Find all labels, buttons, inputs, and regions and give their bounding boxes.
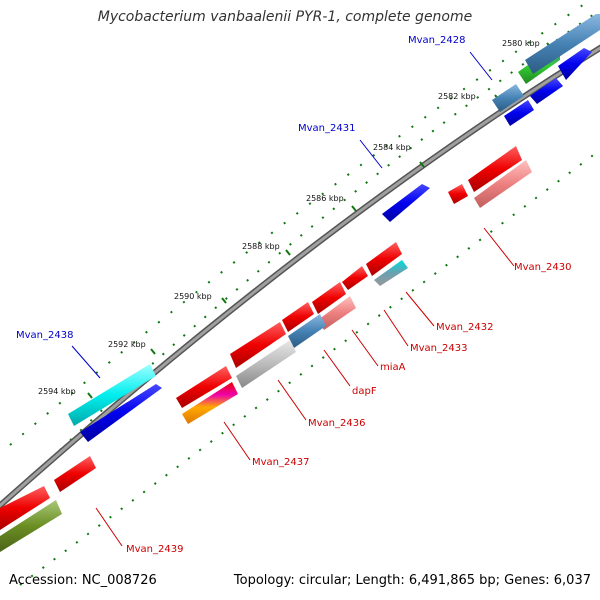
gene-label-mvan-2431[interactable]: Mvan_2431 bbox=[298, 123, 355, 134]
feature-arrow[interactable] bbox=[530, 78, 563, 104]
gene-label-mvan-2439[interactable]: Mvan_2439 bbox=[126, 544, 183, 555]
label-leaders bbox=[71, 51, 515, 547]
gene-label-mvan-2428[interactable]: Mvan_2428 bbox=[408, 35, 465, 46]
gene-label-mvan-2436[interactable]: Mvan_2436 bbox=[308, 418, 365, 429]
major-ticks bbox=[87, 42, 552, 399]
gene-label-dapf[interactable]: dapF bbox=[352, 386, 377, 397]
accession-text: Accession: NC_008726 bbox=[9, 573, 157, 588]
feature-arrow[interactable] bbox=[492, 84, 524, 112]
mvan-2439-gene[interactable] bbox=[0, 486, 50, 530]
feature-arrow[interactable] bbox=[0, 500, 62, 552]
tick-label: 2588 kbp bbox=[242, 242, 280, 251]
feature-arrow[interactable] bbox=[282, 302, 314, 332]
mvan-2432-gene[interactable] bbox=[374, 260, 408, 286]
genome-stats-text: Topology: circular; Length: 6,491,865 bp… bbox=[233, 573, 591, 588]
mvan-2433-gene[interactable] bbox=[342, 266, 368, 290]
feature-arrow[interactable] bbox=[366, 242, 402, 276]
mvan-2438-gene[interactable] bbox=[68, 364, 156, 426]
tick-label: 2584 kbp bbox=[373, 143, 411, 152]
feature-arrow[interactable] bbox=[54, 456, 96, 492]
feature-arrow[interactable] bbox=[80, 384, 162, 442]
reverse-features bbox=[0, 146, 532, 552]
tick-label: 2580 kbp bbox=[502, 39, 540, 48]
forward-features bbox=[68, 14, 600, 442]
mvan-2431-gene[interactable] bbox=[382, 184, 430, 222]
gene-label-mvan-2430[interactable]: Mvan_2430 bbox=[514, 262, 571, 273]
feature-arrow[interactable] bbox=[448, 184, 468, 204]
mvan-2437-gene[interactable] bbox=[182, 382, 238, 424]
gene-label-miaa[interactable]: miaA bbox=[380, 362, 406, 373]
feature-arrow[interactable] bbox=[312, 282, 346, 314]
feature-arrow[interactable] bbox=[525, 14, 600, 74]
mvan-2430-gene[interactable] bbox=[468, 146, 522, 192]
feature-arrow[interactable] bbox=[504, 100, 534, 126]
tick-label: 2582 kbp bbox=[438, 92, 476, 101]
inner-guide-ring bbox=[19, 149, 600, 586]
tick-label: 2592 kbp bbox=[108, 340, 146, 349]
tick-label: 2586 kbp bbox=[306, 194, 344, 203]
tick-label: 2594 kbp bbox=[38, 387, 76, 396]
tick-label: 2590 kbp bbox=[174, 292, 212, 301]
feature-arrow[interactable] bbox=[474, 160, 532, 208]
map-title: Mycobacterium vanbaalenii PYR-1, complet… bbox=[97, 9, 473, 25]
gene-label-mvan-2433[interactable]: Mvan_2433 bbox=[410, 343, 467, 354]
gene-label-mvan-2438[interactable]: Mvan_2438 bbox=[16, 330, 73, 341]
miaA-gene[interactable] bbox=[318, 296, 356, 330]
dapF-gene[interactable] bbox=[288, 314, 326, 348]
feature-arrow[interactable] bbox=[230, 322, 286, 368]
gene-label-mvan-2437[interactable]: Mvan_2437 bbox=[252, 457, 309, 468]
feature-arrow[interactable] bbox=[176, 366, 232, 408]
mvan-2436-gene[interactable] bbox=[236, 340, 296, 388]
feature-arrow[interactable] bbox=[558, 48, 592, 80]
gene-label-mvan-2432[interactable]: Mvan_2432 bbox=[436, 322, 493, 333]
